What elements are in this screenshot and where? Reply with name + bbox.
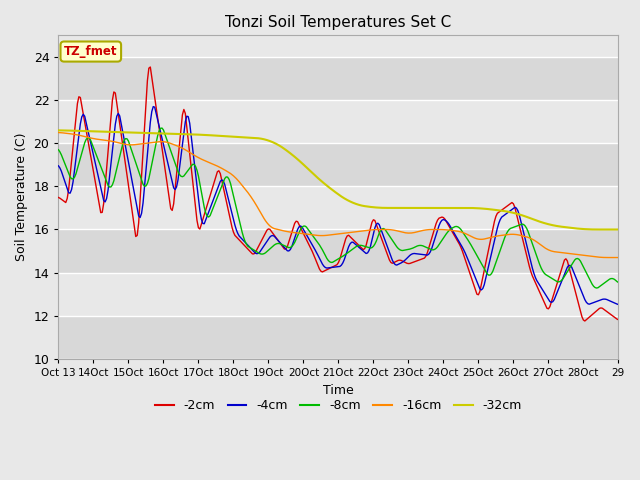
Bar	[58, 229, 618, 273]
Y-axis label: Soil Temperature (C): Soil Temperature (C)	[15, 133, 28, 262]
Legend: -2cm, -4cm, -8cm, -16cm, -32cm: -2cm, -4cm, -8cm, -16cm, -32cm	[150, 395, 527, 418]
Bar	[58, 57, 618, 100]
Bar	[58, 316, 618, 359]
Bar	[58, 143, 618, 186]
Text: TZ_fmet: TZ_fmet	[64, 45, 118, 58]
Bar	[58, 100, 618, 143]
X-axis label: Time: Time	[323, 384, 354, 396]
Bar	[58, 273, 618, 316]
Title: Tonzi Soil Temperatures Set C: Tonzi Soil Temperatures Set C	[225, 15, 452, 30]
Bar	[58, 186, 618, 229]
